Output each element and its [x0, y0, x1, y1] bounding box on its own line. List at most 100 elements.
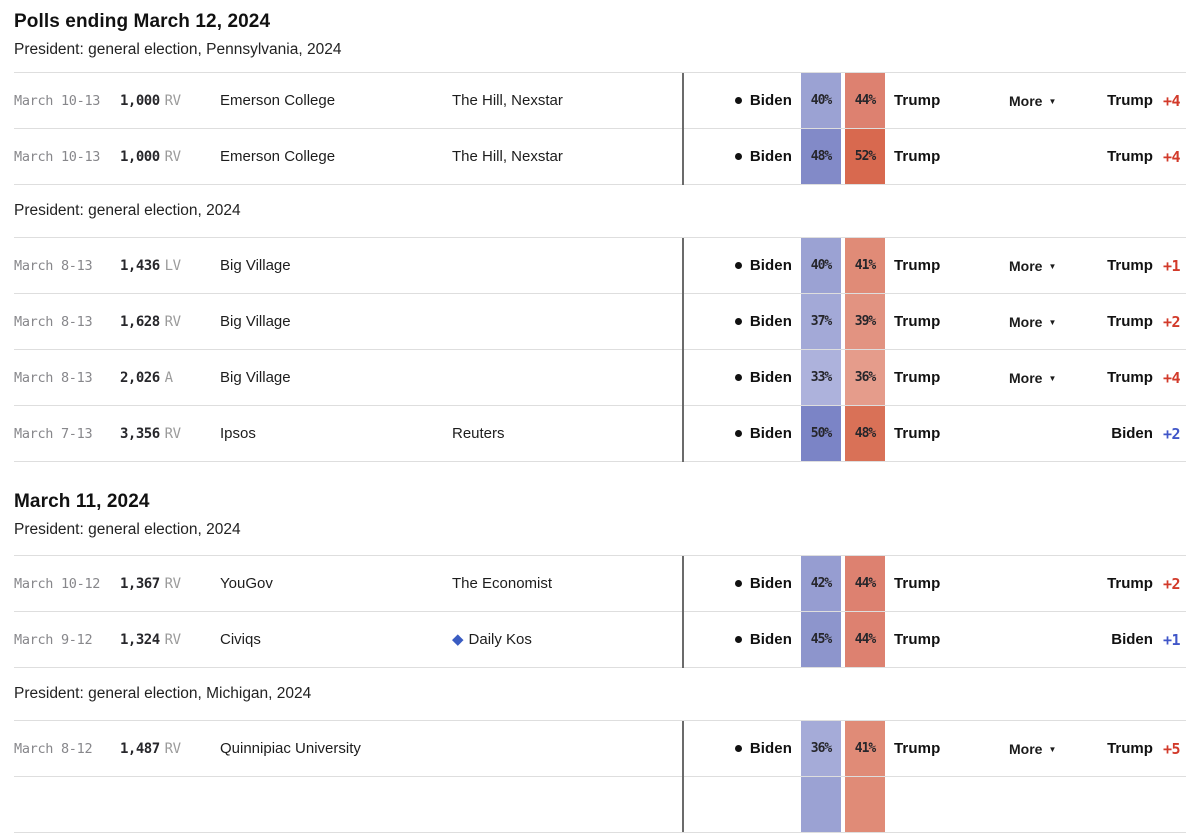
poll-row — [14, 777, 1186, 833]
sample-size: 1,000 — [120, 148, 160, 165]
dem-pct: 36% — [810, 741, 833, 756]
candidate-dot-icon — [734, 153, 742, 160]
poll-row: March 8-13 2,026 A Big Village Biden 33%… — [14, 350, 1186, 406]
dem-candidate-label: Biden — [749, 313, 792, 330]
rep-pct: 48% — [854, 426, 877, 441]
dem-pct-box: 40% — [801, 238, 841, 293]
chevron-down-icon: ▼ — [1048, 745, 1057, 754]
rep-candidate-label: Trump — [894, 369, 941, 386]
dem-candidate-label: Biden — [749, 631, 792, 648]
leader-margin: +4 — [1162, 147, 1181, 166]
sample-size: 1,436 — [120, 257, 160, 274]
sample-size: 1,367 — [120, 575, 160, 592]
column-divider — [682, 73, 684, 129]
poll-sponsor — [452, 721, 683, 776]
dem-pct-box: 33% — [801, 350, 841, 405]
poll-sample: 1,367 RV — [120, 556, 220, 611]
pollster-name[interactable]: Civiqs — [220, 631, 261, 648]
matchup-label-row: President: general election, Michigan, 2… — [14, 668, 1186, 721]
more-cell: More ▼ — [1005, 612, 1079, 667]
pollster-name[interactable]: Emerson College — [220, 148, 336, 165]
rep-candidate-cell — [885, 777, 1005, 832]
pollster-name[interactable]: Big Village — [220, 257, 291, 274]
pollster-name[interactable]: YouGov — [220, 575, 273, 592]
dem-candidate-label: Biden — [749, 740, 792, 757]
candidate-dot-icon — [734, 262, 742, 269]
poll-sponsor — [452, 294, 683, 349]
more-label: More — [1009, 313, 1043, 330]
poll-sample — [120, 777, 220, 832]
pollster-name[interactable]: Emerson College — [220, 92, 336, 109]
leader-margin: +5 — [1162, 739, 1181, 758]
more-dropdown-button[interactable]: More ▼ — [1009, 370, 1056, 386]
sample-type: RV — [164, 92, 181, 109]
rep-pct-box: 39% — [845, 294, 885, 349]
leader-name: Biden — [1111, 425, 1153, 442]
leader-margin: +4 — [1162, 368, 1181, 387]
leader-name: Trump — [1107, 257, 1153, 274]
dem-pct: 48% — [810, 149, 833, 164]
dem-pct-box: 48% — [801, 129, 841, 184]
pollster-name[interactable]: Big Village — [220, 369, 291, 386]
leader-name: Trump — [1107, 369, 1153, 386]
poll-dates — [14, 777, 120, 832]
chevron-down-icon: ▼ — [1048, 374, 1057, 383]
candidate-dot-icon — [734, 745, 742, 752]
candidate-dot-icon — [734, 430, 742, 437]
pollster-name[interactable]: Quinnipiac University — [220, 740, 361, 757]
sample-size: 1,000 — [120, 92, 160, 109]
pollster-name[interactable]: Big Village — [220, 313, 291, 330]
sample-size: 3,356 — [120, 425, 160, 442]
rep-candidate-cell: Trump — [885, 73, 1005, 128]
poll-row: March 8-13 1,436 LV Big Village Biden 40… — [14, 238, 1186, 294]
rep-pct: 36% — [854, 370, 877, 385]
rep-pct: 44% — [854, 93, 877, 108]
leader-margin: +2 — [1162, 574, 1181, 593]
sponsor-name: The Economist — [452, 575, 553, 592]
chevron-down-icon: ▼ — [1048, 262, 1057, 271]
result-cell: Biden +1 — [1079, 612, 1186, 667]
poll-dates: March 9-12 — [14, 631, 93, 648]
pollster-name[interactable]: Ipsos — [220, 425, 256, 442]
sample-type: RV — [164, 313, 181, 330]
dem-candidate-label: Biden — [749, 257, 792, 274]
poll-sample: 1,324 RV — [120, 612, 220, 667]
rep-candidate-cell: Trump — [885, 406, 1005, 461]
more-label: More — [1009, 257, 1043, 274]
more-dropdown-button[interactable]: More ▼ — [1009, 93, 1056, 109]
sponsor-name: The Hill, Nexstar — [452, 148, 563, 165]
rep-candidate-cell: Trump — [885, 129, 1005, 184]
rep-candidate-label: Trump — [894, 740, 941, 757]
more-cell: More ▼ — [1005, 406, 1079, 461]
poll-row: March 10-12 1,367 RV YouGov The Economis… — [14, 556, 1186, 612]
dem-pct: 37% — [810, 314, 833, 329]
poll-sample: 1,487 RV — [120, 721, 220, 776]
sample-type: RV — [164, 575, 181, 592]
poll-sponsor: ◆ Daily Kos — [452, 612, 683, 667]
column-divider — [682, 406, 684, 462]
more-cell: More ▼ — [1005, 294, 1079, 349]
result-cell: Trump +4 — [1079, 350, 1186, 405]
pollster-name[interactable] — [220, 777, 452, 832]
result-cell — [1079, 777, 1186, 832]
poll-sponsor: The Hill, Nexstar — [452, 73, 683, 128]
leader-name: Trump — [1107, 313, 1153, 330]
rep-pct-box: 36% — [845, 350, 885, 405]
more-dropdown-button[interactable]: More ▼ — [1009, 741, 1056, 757]
poll-row: March 8-12 1,487 RV Quinnipiac Universit… — [14, 721, 1186, 777]
section-title: Polls ending March 12, 2024 — [14, 11, 271, 32]
rep-pct-box: 41% — [845, 721, 885, 776]
dem-pct: 40% — [810, 93, 833, 108]
leader-margin: +1 — [1162, 256, 1181, 275]
leader-margin: +2 — [1162, 424, 1181, 443]
poll-dates: March 10-13 — [14, 92, 101, 109]
dem-candidate-cell: Biden — [683, 129, 801, 184]
matchup-label: President: general election, 2024 — [14, 202, 241, 219]
matchup-subtitle: President: general election, 2024 — [14, 521, 241, 538]
leader-margin: +4 — [1162, 91, 1181, 110]
rep-candidate-cell: Trump — [885, 294, 1005, 349]
column-divider — [682, 556, 684, 612]
result-cell: Trump +1 — [1079, 238, 1186, 293]
more-dropdown-button[interactable]: More ▼ — [1009, 258, 1056, 274]
more-dropdown-button[interactable]: More ▼ — [1009, 314, 1056, 330]
